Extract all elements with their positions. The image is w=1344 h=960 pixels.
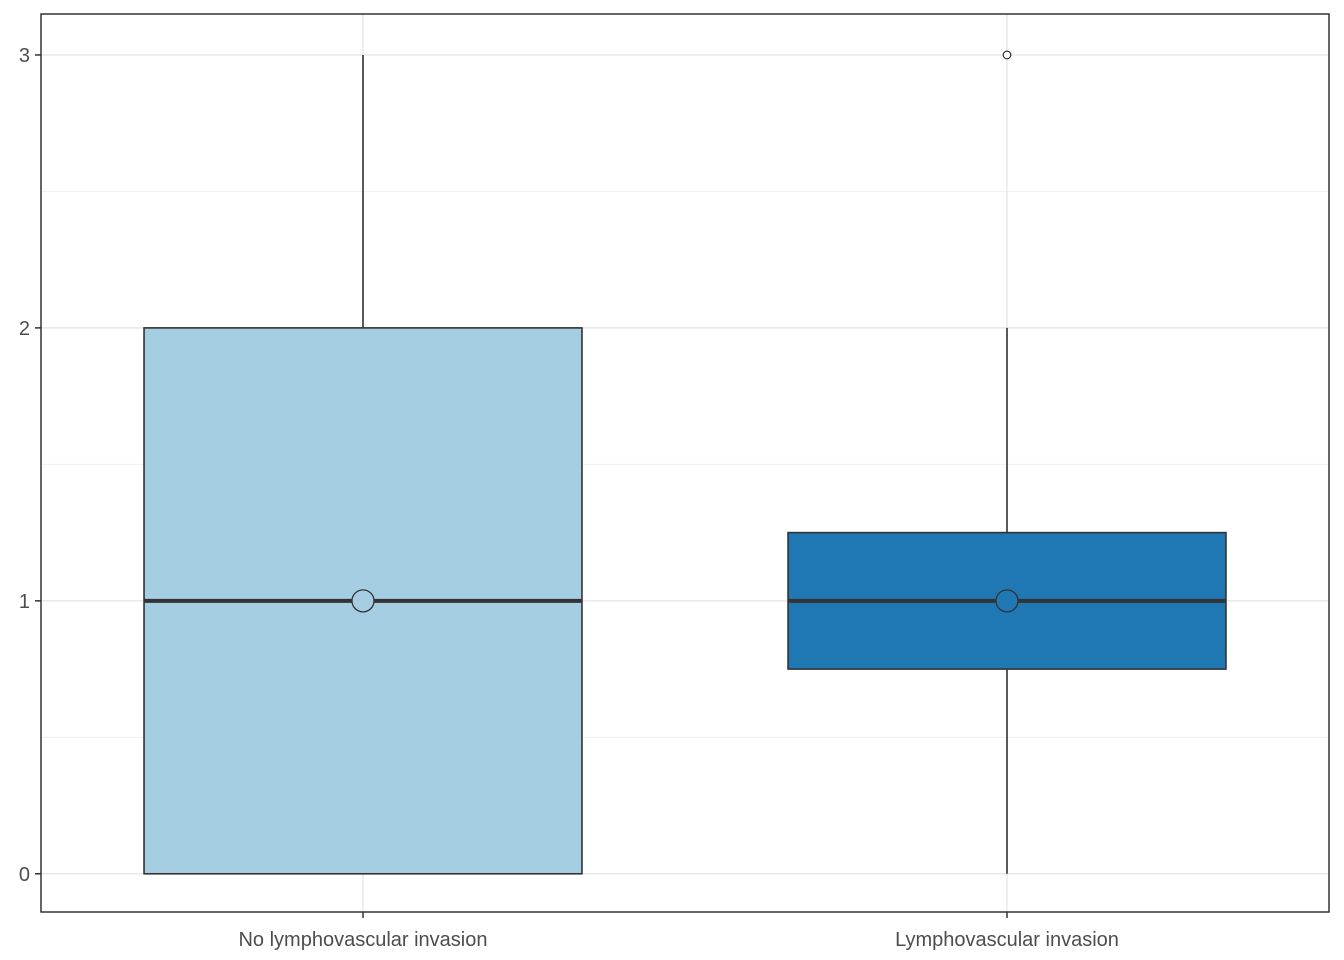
outlier-point — [1002, 50, 1012, 60]
x-tick-label: Lymphovascular invasion — [895, 929, 1119, 951]
box-group — [787, 50, 1227, 874]
box-group — [143, 54, 583, 875]
mean-point — [351, 589, 375, 613]
axes: 0 1 2 3 No lymphovascular invasion Lymphovasc… — [19, 45, 1119, 951]
mean-point — [995, 589, 1019, 613]
boxes — [143, 50, 1227, 875]
plot-border — [40, 13, 1330, 913]
y-tick-label: 2 — [19, 318, 30, 340]
x-tick-label: No lymphovascular invasion — [238, 929, 487, 951]
y-tick-label: 1 — [19, 591, 30, 613]
y-tick-label: 0 — [19, 864, 30, 886]
y-tick-label: 3 — [19, 45, 30, 67]
